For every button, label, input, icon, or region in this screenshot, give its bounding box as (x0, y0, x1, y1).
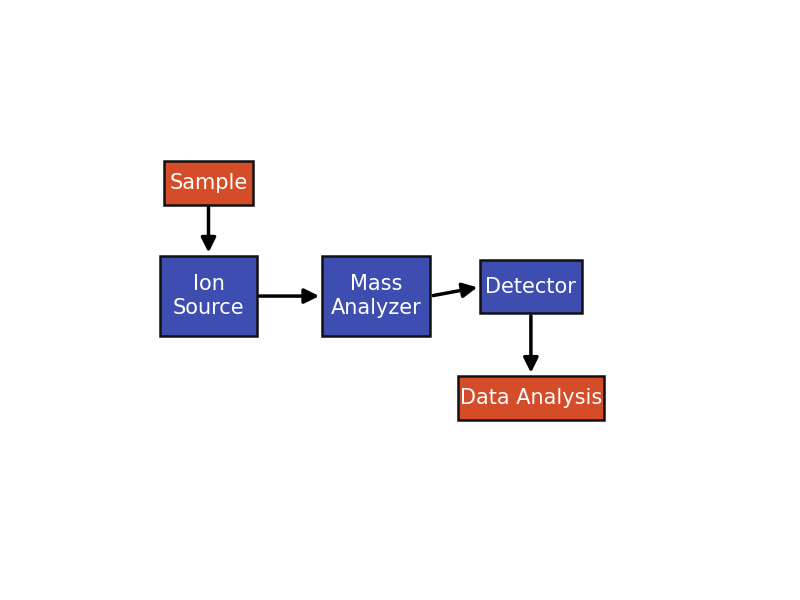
FancyBboxPatch shape (161, 256, 257, 337)
Text: Sample: Sample (170, 173, 248, 193)
Text: Data Analysis: Data Analysis (460, 388, 602, 408)
FancyBboxPatch shape (480, 260, 582, 313)
Text: Ion
Source: Ion Source (173, 274, 244, 317)
Text: Detector: Detector (486, 277, 576, 297)
FancyBboxPatch shape (163, 161, 254, 205)
FancyBboxPatch shape (322, 256, 430, 337)
FancyBboxPatch shape (458, 376, 604, 419)
Text: Mass
Analyzer: Mass Analyzer (330, 274, 422, 317)
